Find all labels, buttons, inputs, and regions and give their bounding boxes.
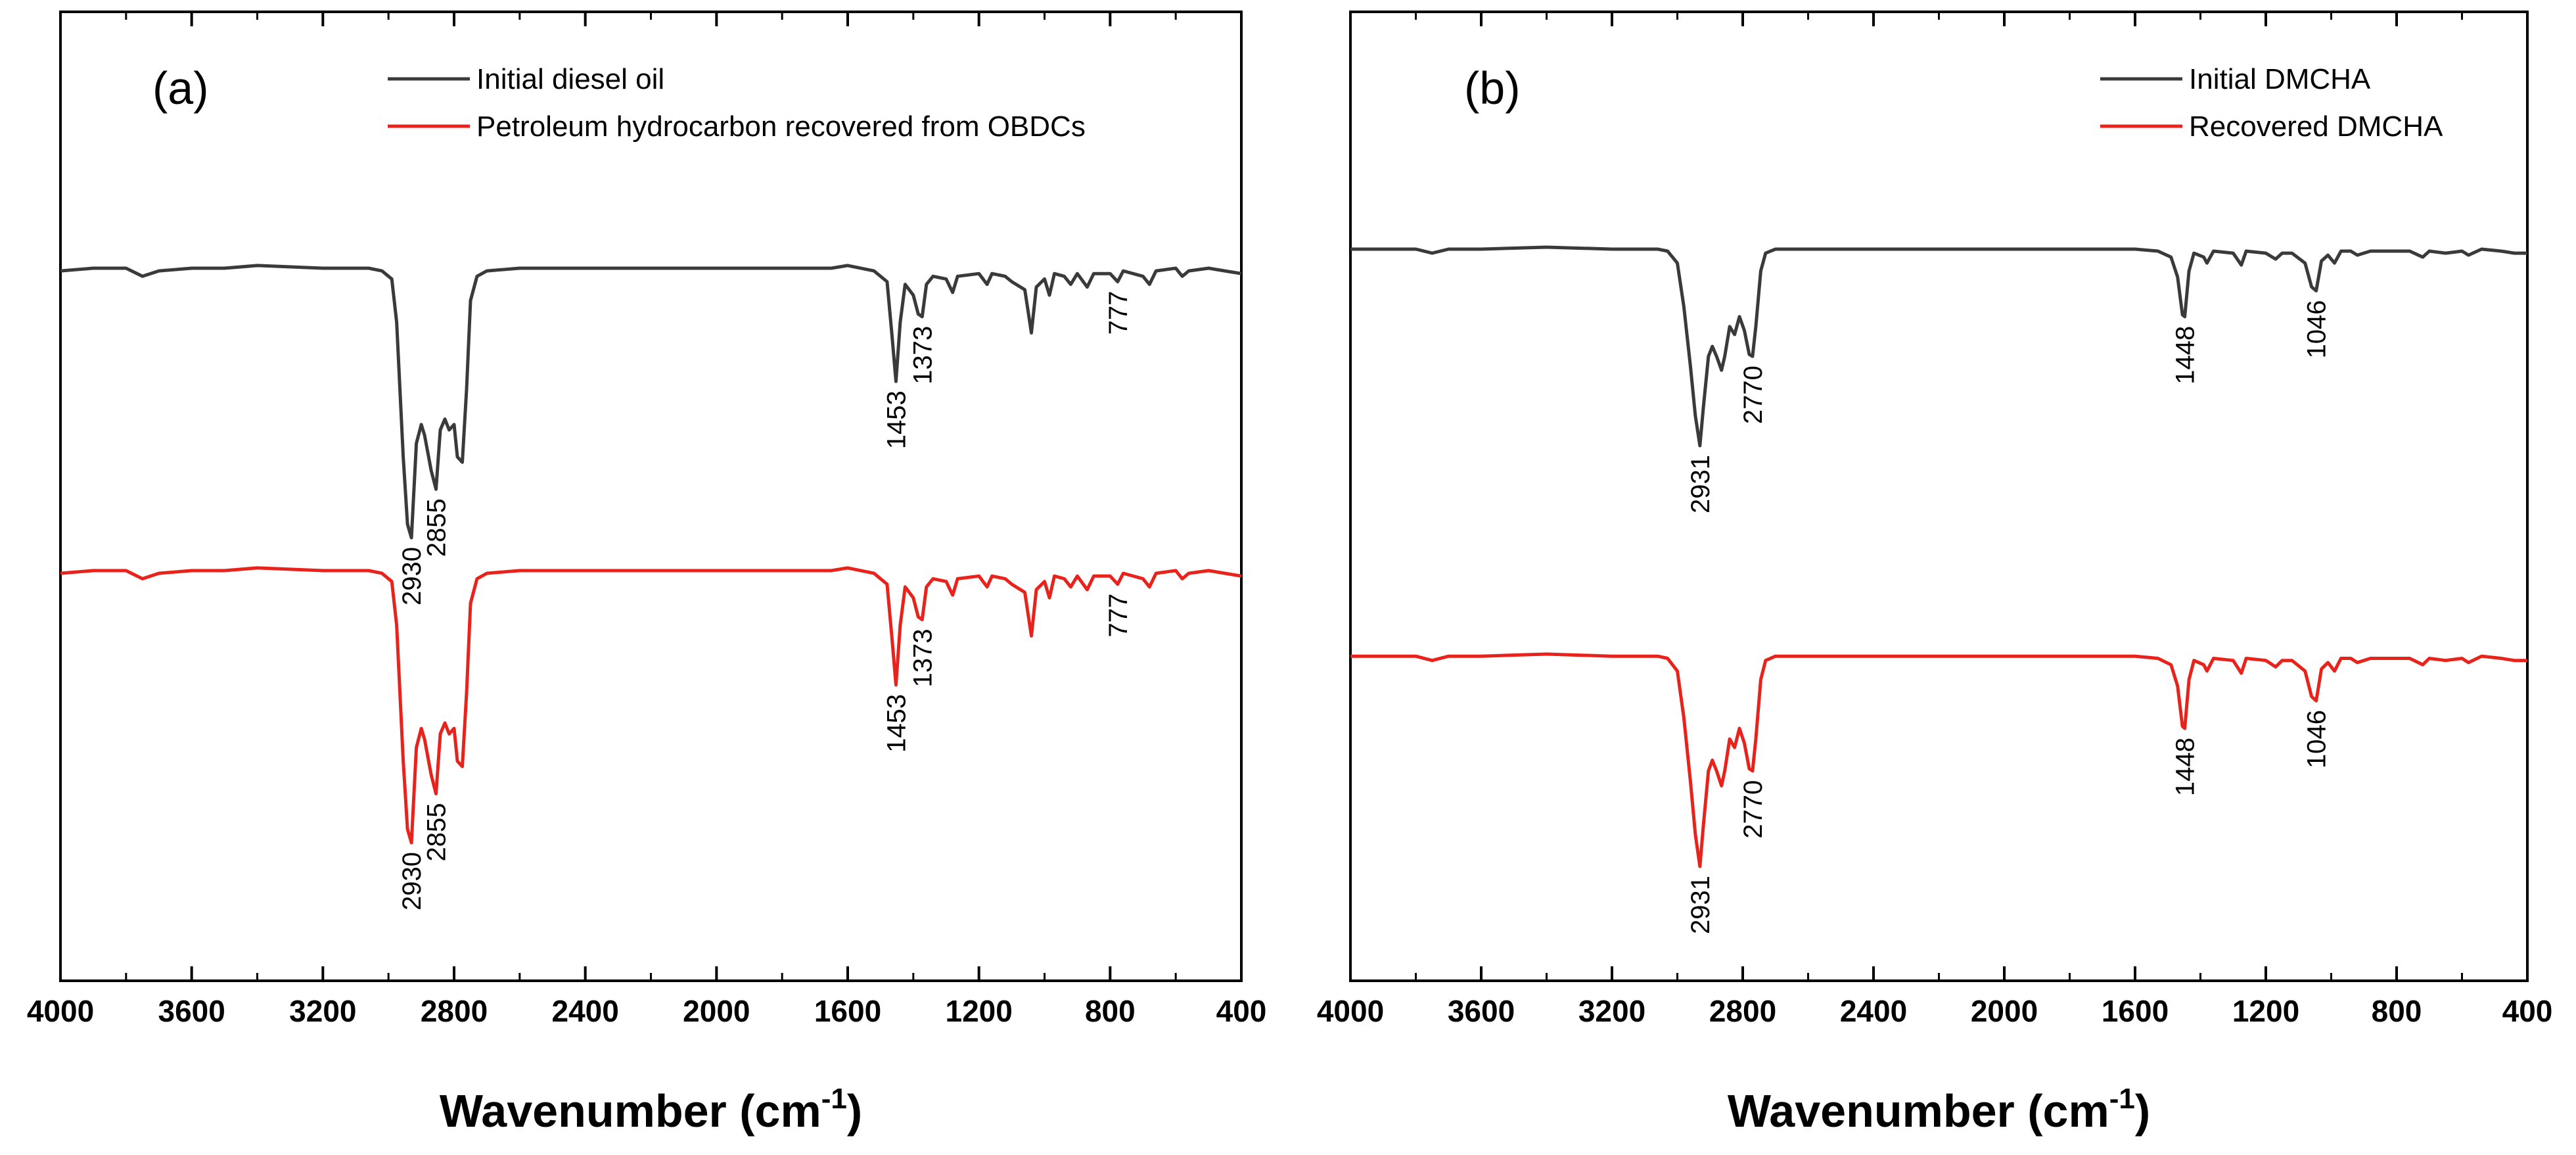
x-tick-label: 800 [2372, 994, 2422, 1028]
peak-label: 2930 [398, 547, 426, 605]
series-line-1 [60, 264, 1242, 540]
x-tick-label: 400 [1216, 994, 1267, 1028]
x-tick-label: 1200 [945, 994, 1012, 1028]
x-axis-title-main: Wavenumber (cm [440, 1085, 821, 1137]
x-axis-title-end: ) [2135, 1085, 2150, 1137]
legend-entry: Initial diesel oil [476, 63, 664, 95]
peak-label: 777 [1104, 291, 1133, 335]
plot-frame [59, 11, 1243, 982]
series-line-2 [1350, 652, 2527, 868]
x-tick-label: 3600 [158, 994, 225, 1028]
peak-label: 2931 [1686, 455, 1715, 513]
peak-label: 1453 [882, 694, 911, 753]
series-line-1 [1350, 245, 2527, 448]
x-tick-label: 800 [1085, 994, 1136, 1028]
x-tick-label: 3600 [1448, 994, 1515, 1028]
peak-label: 2770 [1739, 365, 1768, 424]
legend-entry: Recovered DMCHA [2189, 110, 2443, 143]
peak-label: 1046 [2303, 300, 2332, 358]
x-tick-label: 1600 [814, 994, 881, 1028]
x-tick-label: 4000 [27, 994, 94, 1028]
legend-entry: Initial DMCHA [2189, 63, 2371, 95]
x-tick-label: 1200 [2232, 994, 2299, 1028]
peak-label: 1453 [882, 390, 911, 449]
x-tick-label: 3200 [1578, 994, 1645, 1028]
x-tick-label: 4000 [1317, 994, 1384, 1028]
peak-label: 2931 [1686, 876, 1715, 934]
x-tick-label: 2800 [421, 994, 488, 1028]
x-tick-label: 2000 [1971, 994, 2038, 1028]
x-axis-title-sup: -1 [821, 1083, 847, 1115]
x-axis-title-end: ) [847, 1085, 862, 1137]
peak-label: 777 [1104, 594, 1133, 638]
plot-frame [1349, 11, 2529, 982]
x-axis-title-main: Wavenumber (cm [1728, 1085, 2109, 1137]
x-tick-label: 1600 [2102, 994, 2169, 1028]
panel-a: 4000 3600 3200 2800 2400 2000 1600 1200 800 400 Wa… [27, 11, 1267, 1137]
x-tick-label: 400 [2502, 994, 2553, 1028]
x-axis-title: Wavenumber (cm-1) [440, 1083, 862, 1137]
peak-label: 1448 [2171, 738, 2200, 796]
peak-label: 1373 [908, 326, 937, 385]
x-tick-label: 3200 [289, 994, 356, 1028]
peak-label: 1046 [2303, 710, 2332, 768]
peak-label: 2930 [398, 852, 426, 910]
panel-label: (a) [152, 62, 209, 114]
series-line-2 [60, 566, 1242, 845]
peak-label: 1448 [2171, 326, 2200, 385]
peak-label: 1373 [908, 629, 937, 688]
panel-label: (b) [1464, 62, 1521, 114]
peak-label: 2855 [423, 803, 451, 861]
peak-label: 2770 [1739, 780, 1768, 839]
x-tick-label: 2400 [1840, 994, 1907, 1028]
x-axis-title-sup: -1 [2109, 1083, 2135, 1115]
panel-b: 4000 3600 3200 2800 2400 2000 1600 1200 800 400 Wa… [1317, 11, 2553, 1137]
x-tick-label: 2000 [683, 994, 750, 1028]
x-axis-title: Wavenumber (cm-1) [1728, 1083, 2150, 1137]
peak-label: 2855 [423, 498, 451, 557]
x-tick-label: 2400 [551, 994, 618, 1028]
x-tick-label: 2800 [1709, 994, 1776, 1028]
legend-entry: Petroleum hydrocarbon recovered from OBD… [476, 110, 1086, 143]
